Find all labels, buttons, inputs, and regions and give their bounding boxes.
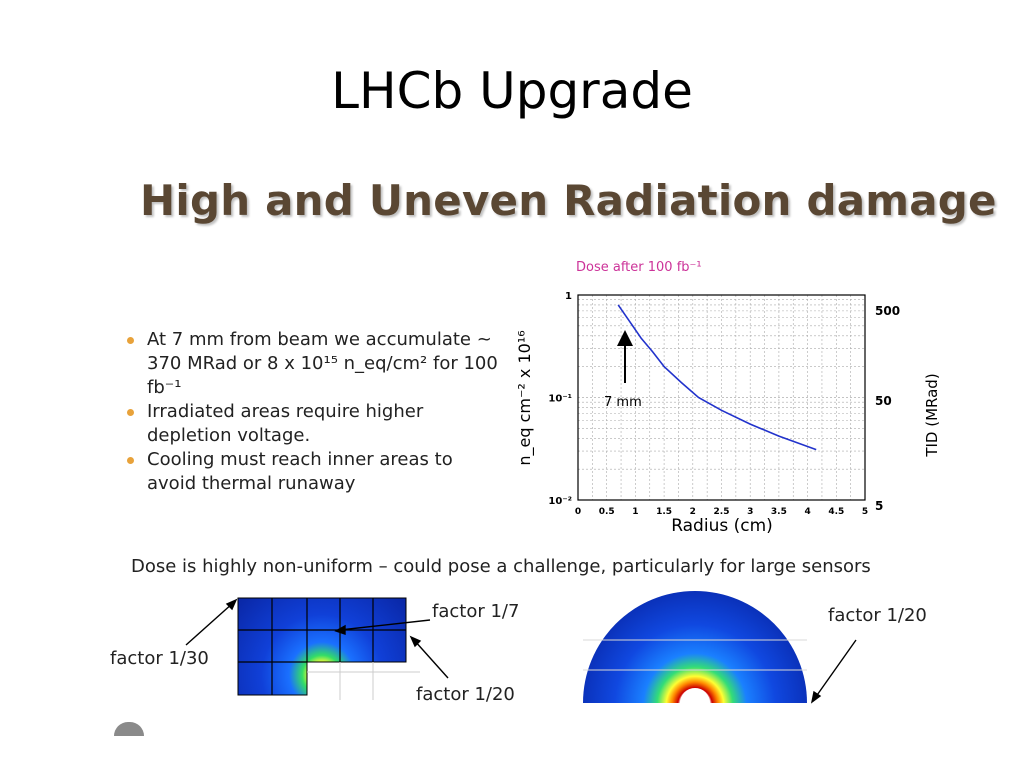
y2-tick-label: 500 [875,304,900,318]
x-tick-label: 0 [575,507,581,517]
dose-chart: Dose after 100 fb⁻¹ 0 0.5 1 1.5 2 2.5 3 3.5 4 4.5… [500,250,950,540]
x-tick-label: 3.5 [771,507,787,517]
bullet-text: At 7 mm from beam we accumulate ~ 370 MR… [147,329,498,398]
factor-20-left-label: factor 1/20 [416,684,515,705]
slide-subtitle: High and Uneven Radiation damage [140,176,997,225]
y-tick-labels: 10⁻² 10⁻¹ 1 [548,291,572,507]
dose-maps [185,591,857,704]
bullet-text: Cooling must reach inner areas to avoid … [147,449,453,494]
x-axis-label: Radius (cm) [671,516,773,536]
left-map-grid [238,598,406,695]
x-tick-label: 1.5 [656,507,672,517]
bullet-list: At 7 mm from beam we accumulate ~ 370 MR… [125,328,500,496]
y2-tick-label: 50 [875,394,892,408]
x-tick-label: 3 [747,507,753,517]
x-tick-labels: 0 0.5 1 1.5 2 2.5 3 3.5 4 4.5 5 [575,507,868,517]
right-map-grid [583,639,807,671]
bullet-text: Irradiated areas require higher depletio… [147,401,424,446]
y-axis-label: n_eq cm⁻² x 10¹⁶ [515,330,535,465]
y2-tick-label: 5 [875,499,883,513]
y-tick-label: 10⁻² [548,496,572,507]
dose-caption: Dose is highly non-uniform – could pose … [131,556,871,577]
bullet-dot-icon [127,409,134,416]
right-map-beam-hole [680,688,710,703]
chart-title: Dose after 100 fb⁻¹ [576,260,702,275]
factor-7-label: factor 1/7 [432,601,520,622]
x-tick-label: 2.5 [714,507,730,517]
bullet-item: At 7 mm from beam we accumulate ~ 370 MR… [125,328,500,400]
bullet-dot-icon [127,457,134,464]
y-tick-label: 1 [565,291,572,302]
dose-curve [617,304,817,451]
y2-axis-label: TID (MRad) [923,373,941,457]
plot-frame [577,294,866,501]
x-tick-label: 1 [632,507,638,517]
y2-tick-labels: 5 50 500 [875,304,900,513]
x-tick-label: 0.5 [599,507,615,517]
y-tick-label: 10⁻¹ [548,394,572,405]
right-dose-map [583,591,807,703]
factor-20-right-label: factor 1/20 [828,605,927,626]
x-tick-label: 5 [862,507,868,517]
slide-title: LHCb Upgrade [331,62,693,120]
bullet-item: Irradiated areas require higher depletio… [125,400,500,448]
bullet-item: Cooling must reach inner areas to avoid … [125,448,500,496]
left-map-light-grid [307,662,420,700]
x-tick-label: 4.5 [828,507,844,517]
factor-30-label: factor 1/30 [110,648,209,669]
seven-mm-label: 7 mm [604,395,642,410]
x-tick-label: 4 [804,507,810,517]
dose-chart-svg: Dose after 100 fb⁻¹ 0 0.5 1 1.5 2 2.5 3 3.5 4 4.5… [515,260,941,536]
left-dose-map [237,597,407,696]
x-tick-label: 2 [690,507,696,517]
logo-icon [114,722,144,736]
annotation-arrows [185,598,857,704]
bullet-dot-icon [127,337,134,344]
